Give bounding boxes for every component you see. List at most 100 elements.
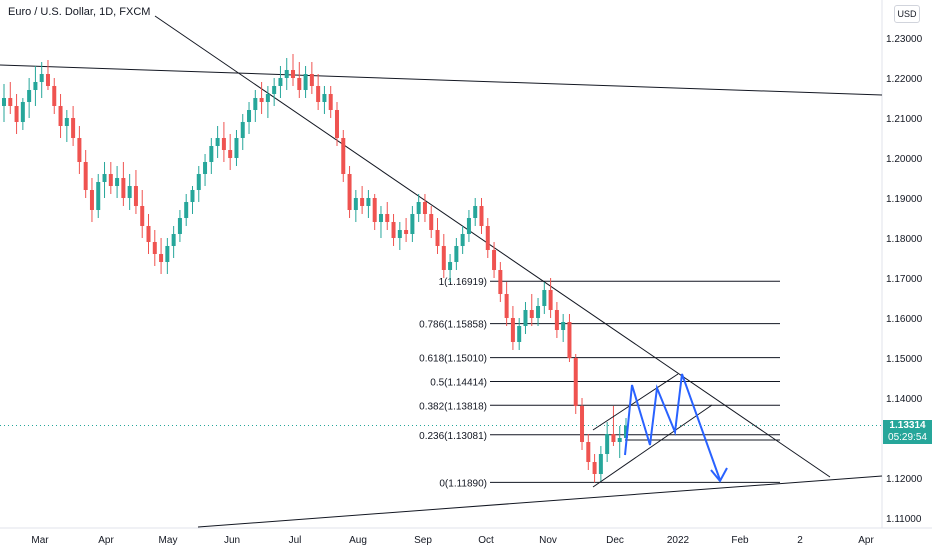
candle-body: [165, 246, 170, 262]
candle-body: [347, 174, 352, 210]
candle-body: [422, 202, 427, 214]
candle-body: [605, 434, 610, 454]
x-tick-label: Apr: [858, 535, 874, 546]
projection-arrowhead: [710, 467, 728, 483]
y-tick-label: 1.14000: [886, 394, 923, 405]
candle-body: [209, 146, 214, 162]
candle-body: [115, 178, 120, 186]
x-tick-label: Dec: [606, 535, 624, 546]
candle-body: [416, 202, 421, 214]
y-tick-label: 1.11000: [886, 514, 922, 525]
last-price-tag: 1.13314 05:29:54: [883, 420, 932, 444]
candle-body: [460, 234, 465, 246]
candle-body: [322, 94, 327, 102]
candle-body: [303, 74, 308, 90]
x-tick-label: Oct: [478, 535, 494, 546]
rising-channel: [592, 373, 713, 488]
candle-body: [561, 322, 566, 330]
candle-body: [529, 310, 534, 318]
candle-body: [20, 102, 25, 122]
candle-body: [466, 218, 471, 234]
candle-body: [372, 198, 377, 222]
candle-body: [108, 174, 113, 186]
y-tick-label: 1.12000: [886, 474, 923, 485]
candle-body: [127, 186, 132, 198]
candle-body: [64, 118, 69, 126]
last-price-value: 1.13314: [889, 420, 926, 431]
candle-body: [240, 122, 245, 138]
candle-body: [334, 110, 339, 138]
fib-level-label: 0.236(1.13081): [419, 431, 487, 442]
candle-body: [121, 178, 126, 198]
candle-body: [152, 242, 157, 254]
candle-body: [360, 198, 365, 206]
x-tick-label: Nov: [539, 535, 557, 546]
currency-button[interactable]: USD: [894, 5, 920, 23]
x-tick-label: Sep: [414, 535, 432, 546]
candle-body: [510, 318, 515, 342]
candle-body: [89, 190, 94, 210]
x-tick-label: Jul: [289, 535, 302, 546]
fib-level-label: 1(1.16919): [439, 277, 487, 288]
candle-body: [598, 454, 603, 474]
candle-body: [140, 206, 145, 226]
candle-body: [429, 214, 434, 230]
candle-body: [617, 438, 622, 442]
candle-body: [385, 214, 390, 222]
candle-body: [328, 94, 333, 110]
fib-level-label: 0(1.11890): [439, 478, 487, 489]
time-axis[interactable]: Mar Apr May Jun Jul Aug Sep Oct Nov Dec 2022 Feb 2 Ap…: [31, 535, 874, 546]
candle-body: [71, 118, 76, 138]
candle-body: [580, 406, 585, 442]
projection-path: [624, 373, 728, 483]
y-tick-label: 1.16000: [886, 314, 923, 325]
candle-body: [159, 254, 164, 262]
x-tick-label: May: [159, 535, 178, 546]
candle-body: [215, 138, 220, 146]
candle-body: [517, 326, 522, 342]
candle-body: [397, 230, 402, 238]
candle-body: [45, 74, 50, 86]
x-tick-label: Apr: [98, 535, 114, 546]
y-tick-label: 1.18000: [886, 234, 923, 245]
candle-body: [378, 214, 383, 222]
fib-level-label: 0.618(1.15010): [419, 354, 487, 365]
ascending-support-trendline: [197, 475, 883, 528]
channel-upper-line: [592, 373, 679, 431]
x-tick-label: Aug: [349, 535, 367, 546]
candle-body: [102, 174, 107, 182]
candle-body: [146, 226, 151, 242]
candle-body: [504, 294, 509, 318]
y-tick-label: 1.19000: [886, 194, 923, 205]
candle-body: [548, 290, 553, 310]
candle-body: [52, 86, 57, 106]
candle-body: [573, 358, 578, 406]
y-tick-label: 1.15000: [886, 354, 923, 365]
candle-body: [611, 434, 616, 442]
x-tick-label: Feb: [731, 535, 749, 546]
chart-title: Euro / U.S. Dollar, 1D, FXCM: [8, 6, 151, 18]
projection-zigzag: [624, 373, 721, 481]
candle-body: [27, 90, 32, 102]
x-tick-label: Jun: [224, 535, 240, 546]
candle-body: [2, 98, 6, 106]
candle-body: [272, 86, 277, 94]
candle-body: [554, 310, 559, 330]
candle-body: [473, 206, 478, 218]
candle-body: [498, 270, 503, 294]
candle-body: [316, 86, 321, 102]
candle-body: [523, 310, 528, 326]
candle-body: [586, 442, 591, 462]
candle-body: [542, 290, 547, 306]
fibonacci-levels: 1(1.16919) 0.786(1.15858) 0.618(1.15010) 0.…: [419, 277, 780, 489]
candle-body: [58, 106, 63, 126]
candle-body: [265, 94, 270, 102]
candle-body: [592, 462, 597, 474]
y-tick-label: 1.21000: [886, 114, 923, 125]
candle-body: [353, 198, 358, 210]
upper-horizontal-trendline: [0, 64, 883, 96]
candle-body: [253, 98, 258, 110]
candle-body: [184, 202, 189, 218]
candle-body: [278, 78, 283, 86]
